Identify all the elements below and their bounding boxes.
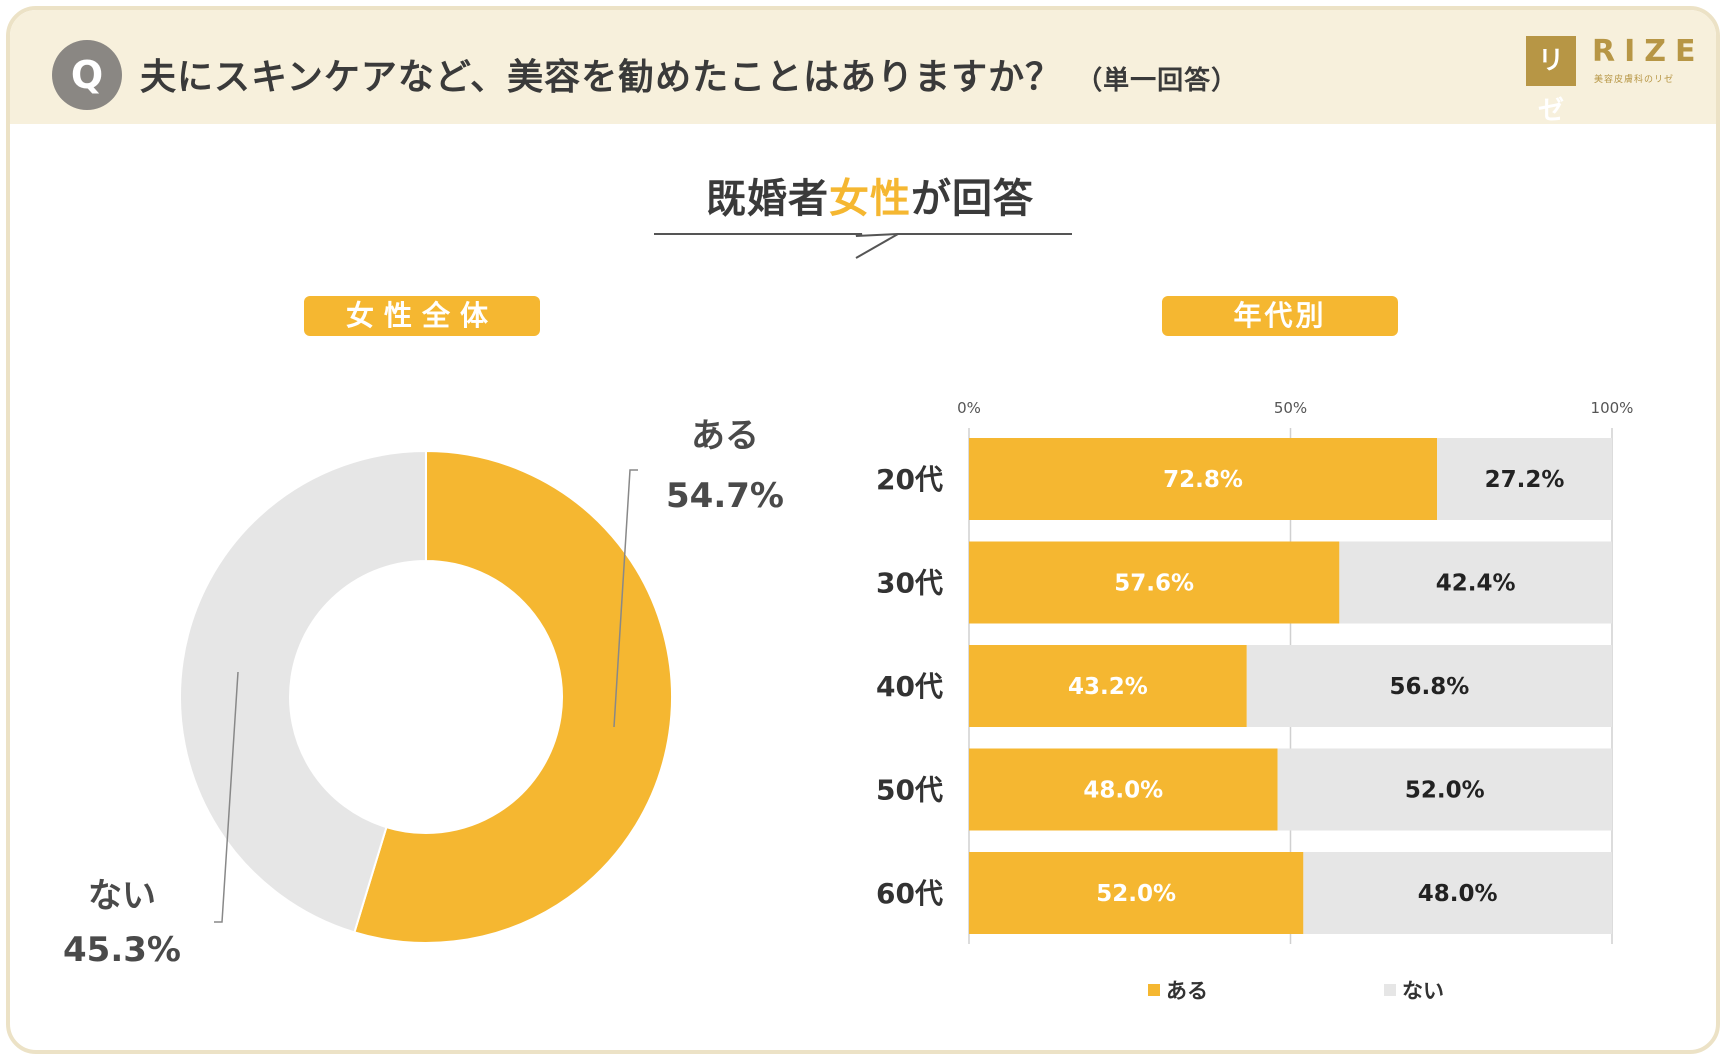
brand-logo-mark: リゼ (1526, 36, 1576, 126)
brand-logo-subtitle: 美容皮膚科のリゼ (1594, 75, 1675, 85)
question-note: （単一回答） (1076, 66, 1239, 96)
question-title: 夫にスキンケアなど、美容を勧めたことはありますか？ （単一回答） (140, 48, 1238, 100)
overall-section-pill: 女性全体 (304, 296, 540, 336)
data-label-no: 56.8% (1389, 674, 1469, 700)
leader-line-yes (613, 469, 638, 728)
data-label-yes: 48.0% (1083, 778, 1163, 804)
data-label-yes: 57.6% (1114, 571, 1194, 597)
bar-segment-yes (969, 852, 1304, 934)
donut-label-yes: ある (691, 416, 759, 456)
donut-value-no: 45.3% (63, 930, 181, 970)
category-label: 60代 (876, 877, 943, 910)
x-tick-label: 50% (1274, 399, 1307, 417)
category-label: 40代 (876, 670, 943, 703)
respondent-caption: 既婚者女性が回答 (680, 166, 1060, 224)
bar-segment-no (1277, 748, 1612, 831)
legend-no-swatch (1384, 984, 1396, 996)
data-label-yes: 72.8% (1163, 467, 1243, 493)
leader-line-no (214, 671, 239, 923)
respondent-accent: 女性 (829, 176, 911, 222)
bar-segment-yes (969, 438, 1438, 520)
donut-slice-yes (353, 449, 673, 944)
data-label-yes: 52.0% (1096, 881, 1176, 907)
question-text: 夫にスキンケアなど、美容を勧めたことはありますか？ (140, 57, 1063, 98)
question-badge: Q (52, 40, 122, 110)
bar-segment-no (1437, 438, 1612, 520)
legend-no-label: ない (1402, 979, 1444, 1003)
x-tick-label: 0% (957, 399, 981, 417)
legend-yes-label: ある (1166, 979, 1208, 1003)
bar-segment-no (1339, 541, 1612, 624)
bar-segment-yes (969, 645, 1247, 727)
data-label-no: 27.2% (1485, 467, 1565, 493)
legend-yes-swatch (1148, 984, 1160, 996)
category-label: 50代 (876, 774, 943, 807)
bar-segment-yes (969, 541, 1340, 624)
question-header: Q 夫にスキンケアなど、美容を勧めたことはありますか？ （単一回答） リゼ RIZ… (10, 10, 1716, 126)
respondent-suffix: が回答 (911, 176, 1034, 222)
donut-slice-no (179, 449, 427, 934)
donut-label-no: ない (88, 876, 156, 916)
donut-value-yes: 54.7% (666, 476, 784, 516)
category-label: 30代 (876, 567, 943, 600)
brand-logo-text: RIZE (1592, 34, 1705, 69)
respondent-prefix: 既婚者 (706, 176, 829, 222)
data-label-no: 42.4% (1436, 571, 1516, 597)
category-label: 20代 (876, 463, 943, 496)
bar-segment-no (1303, 852, 1612, 934)
bar-segment-yes (969, 748, 1278, 831)
by-age-section-pill: 年代別 (1162, 296, 1398, 336)
bar-segment-no (1246, 645, 1612, 727)
data-label-no: 48.0% (1418, 881, 1498, 907)
x-tick-label: 100% (1591, 399, 1634, 417)
data-label-no: 52.0% (1405, 778, 1485, 804)
data-label-yes: 43.2% (1068, 674, 1148, 700)
